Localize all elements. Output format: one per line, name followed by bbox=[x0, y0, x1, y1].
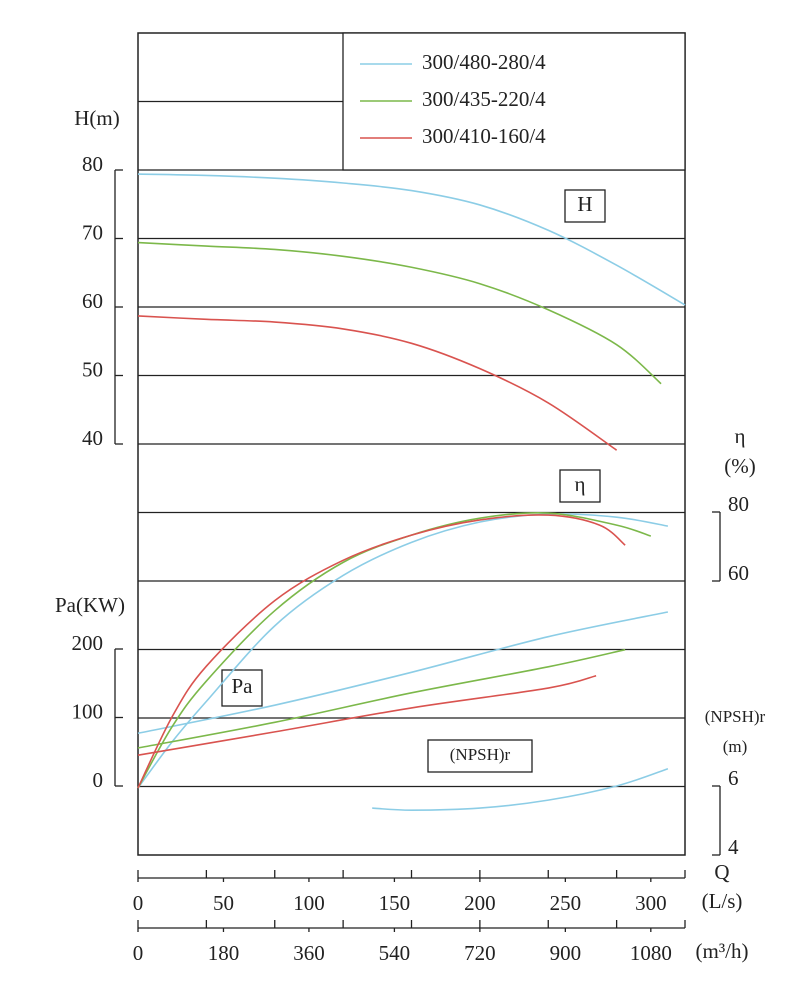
y-tick-label: 200 bbox=[72, 631, 104, 655]
annotation-box bbox=[427, 739, 533, 773]
curve bbox=[137, 648, 626, 749]
axis-label: (NPSH)r bbox=[705, 707, 766, 726]
axis-label: Q bbox=[714, 860, 729, 884]
curve bbox=[137, 511, 652, 789]
annotation-box bbox=[564, 189, 606, 223]
x-tick-label: 720 bbox=[464, 941, 496, 965]
curve bbox=[137, 514, 626, 789]
x-tick-label: 0 bbox=[133, 891, 144, 915]
y-tick-label: 80 bbox=[82, 152, 103, 176]
y-tick-label: 80 bbox=[728, 492, 749, 516]
x-tick-label: 100 bbox=[293, 891, 325, 915]
axis-label: (m) bbox=[723, 737, 748, 756]
x-tick-label: 50 bbox=[213, 891, 234, 915]
x-tick-label: 900 bbox=[550, 941, 582, 965]
y-tick-label: 0 bbox=[93, 768, 104, 792]
y-tick-label: 100 bbox=[72, 699, 104, 723]
y-tick-label: 60 bbox=[728, 561, 749, 585]
curve bbox=[137, 241, 662, 385]
axis-label: (m³/h) bbox=[696, 939, 749, 963]
legend-label: 300/480-280/4 bbox=[422, 50, 546, 74]
curve bbox=[137, 611, 669, 735]
x-tick-label: 250 bbox=[550, 891, 582, 915]
legend-label: 300/435-220/4 bbox=[422, 87, 546, 111]
y-tick-label: 40 bbox=[82, 426, 103, 450]
y-tick-label: 50 bbox=[82, 357, 103, 381]
annotation: Pa bbox=[232, 674, 254, 698]
x-tick-label: 0 bbox=[133, 941, 144, 965]
legend-label: 300/410-160/4 bbox=[422, 124, 546, 148]
y-tick-label: 6 bbox=[728, 766, 739, 790]
axis-label: H(m) bbox=[74, 106, 120, 130]
y-tick-label: 60 bbox=[82, 289, 103, 313]
y-tick-label: 70 bbox=[82, 220, 103, 244]
annotation: (NPSH)r bbox=[450, 745, 511, 764]
axis-label: (%) bbox=[724, 454, 755, 478]
annotation: H bbox=[577, 192, 592, 216]
axis-label: η bbox=[735, 424, 746, 448]
annotation-box bbox=[559, 469, 601, 503]
axis-label: (L/s) bbox=[702, 889, 743, 913]
y-tick-label: 4 bbox=[728, 835, 739, 859]
curve bbox=[137, 674, 597, 756]
x-tick-label: 300 bbox=[635, 891, 667, 915]
curve bbox=[137, 315, 618, 451]
x-tick-label: 1080 bbox=[630, 941, 672, 965]
x-tick-label: 180 bbox=[208, 941, 240, 965]
curve bbox=[137, 513, 669, 789]
annotation: η bbox=[575, 472, 586, 496]
x-tick-label: 150 bbox=[379, 891, 411, 915]
curve bbox=[372, 767, 669, 811]
curve bbox=[137, 173, 686, 306]
x-tick-label: 540 bbox=[379, 941, 411, 965]
axis-label: Pa(KW) bbox=[55, 593, 125, 617]
x-tick-label: 360 bbox=[293, 941, 325, 965]
x-tick-label: 200 bbox=[464, 891, 496, 915]
